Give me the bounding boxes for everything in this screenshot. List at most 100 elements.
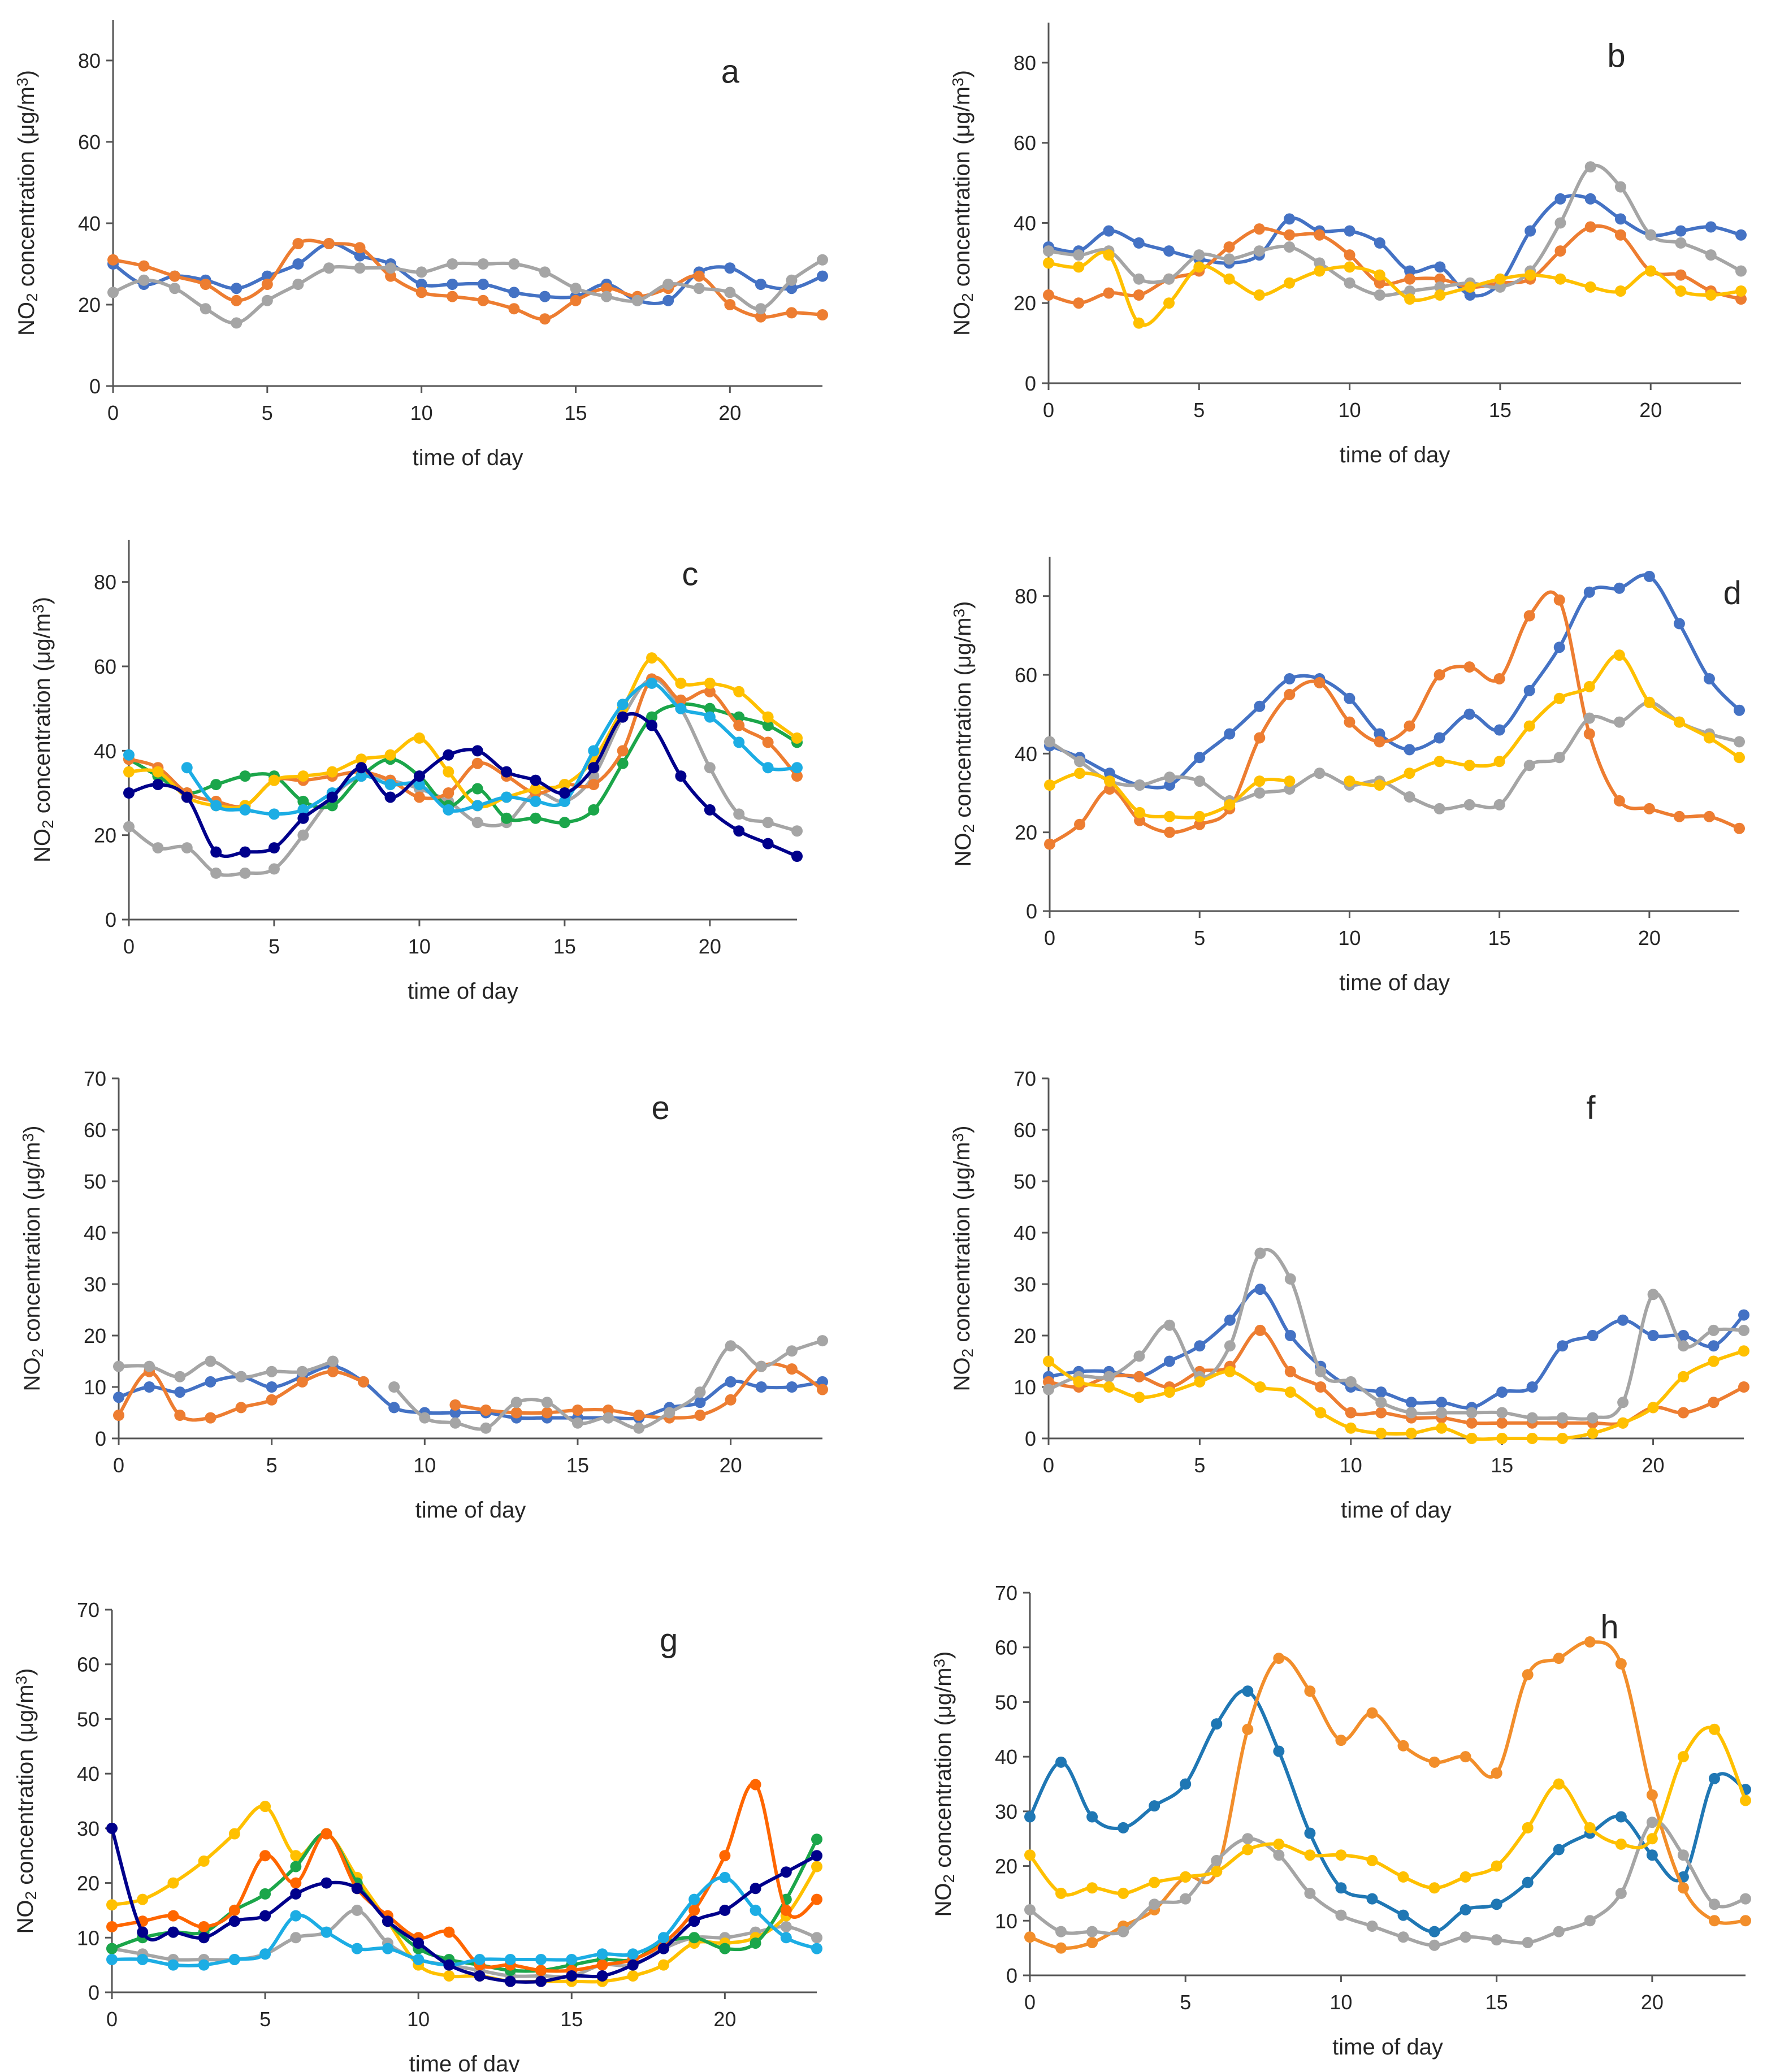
data-point	[571, 1404, 583, 1416]
data-point	[290, 1888, 302, 1900]
data-point	[1211, 1866, 1223, 1878]
data-point	[1375, 1407, 1387, 1419]
data-point	[1254, 1324, 1266, 1336]
data-point	[780, 1904, 792, 1916]
data-point	[1164, 779, 1176, 791]
data-point	[228, 1915, 240, 1927]
data-point	[266, 1366, 278, 1377]
data-point	[1315, 1381, 1327, 1393]
data-point	[1553, 1926, 1565, 1937]
data-point	[1254, 787, 1266, 799]
data-point	[167, 1959, 179, 1971]
series-1	[1044, 570, 1745, 791]
data-point	[1073, 297, 1085, 309]
y-axis-title-rest: concentration (μg/m	[950, 86, 975, 293]
y-axis-title: NO2 concentration (μg/m3)	[949, 1126, 976, 1392]
series-4	[1043, 1345, 1749, 1444]
x-tick-label: 5	[262, 401, 273, 424]
data-point	[1284, 241, 1296, 253]
x-tick-label: 5	[1180, 1991, 1191, 2014]
panel-label: e	[652, 1090, 670, 1126]
data-point	[138, 260, 150, 272]
data-point	[321, 1828, 332, 1840]
data-point	[1494, 273, 1506, 285]
data-point	[1314, 677, 1326, 688]
data-point	[817, 1384, 828, 1395]
data-point	[617, 711, 629, 723]
data-point	[1335, 1849, 1347, 1861]
data-point	[1708, 1898, 1720, 1910]
data-point	[1526, 1412, 1538, 1424]
data-point	[1735, 229, 1747, 241]
y-axis-title: NO2 concentration (μg/m3)	[29, 597, 57, 862]
data-point	[1284, 1273, 1296, 1285]
data-point	[290, 1932, 302, 1944]
chart-panel-h: 0 10 20 30 40 50 60 70 0 5 10 15 20 time of day NO2 co…	[930, 1581, 1751, 2060]
data-point	[1194, 775, 1206, 787]
x-tick-label: 20	[699, 935, 721, 958]
data-point	[791, 732, 803, 744]
data-point	[762, 711, 774, 723]
data-point	[1553, 692, 1565, 704]
data-point	[1678, 1330, 1690, 1341]
data-point	[413, 1937, 425, 1949]
data-point	[228, 1828, 240, 1840]
data-point	[1553, 752, 1565, 764]
data-point	[601, 291, 613, 302]
data-point	[1522, 1936, 1534, 1948]
data-point	[535, 1965, 547, 1976]
data-point	[261, 294, 273, 306]
x-tick-label: 0	[123, 935, 135, 958]
data-point	[1086, 1882, 1098, 1894]
y-axis-title-main: NO	[931, 1883, 956, 1917]
data-point	[1163, 273, 1175, 285]
x-tick-label: 10	[1329, 1991, 1352, 2014]
data-point	[627, 1959, 639, 1971]
data-point	[508, 303, 520, 315]
data-point	[1463, 799, 1475, 810]
data-point	[1643, 696, 1655, 708]
data-point	[107, 287, 119, 298]
data-point	[1525, 269, 1536, 281]
data-point	[1553, 641, 1565, 653]
data-point	[1374, 728, 1385, 740]
data-point	[1086, 1811, 1098, 1823]
data-point	[1738, 1309, 1749, 1321]
data-point	[351, 1943, 363, 1954]
data-point	[167, 1910, 179, 1922]
data-point	[817, 1335, 828, 1347]
y-axis-title: NO2 concentration (μg/m3)	[949, 70, 976, 336]
data-point	[1740, 1794, 1751, 1806]
data-point	[1705, 289, 1717, 301]
data-point	[167, 1877, 179, 1889]
data-point	[137, 1926, 149, 1938]
data-point	[1397, 1909, 1409, 1921]
data-point	[297, 812, 309, 824]
data-point	[1614, 181, 1626, 193]
data-point	[646, 652, 658, 664]
y-tick-label: 60	[1014, 1119, 1036, 1142]
data-point	[480, 1422, 492, 1434]
y-tick-label: 60	[1014, 132, 1036, 155]
data-point	[657, 1959, 669, 1971]
data-point	[1584, 193, 1596, 205]
data-point	[1436, 1397, 1448, 1408]
data-point	[1133, 273, 1145, 285]
y-tick-label: 60	[84, 1119, 106, 1142]
panel-label: c	[682, 556, 698, 592]
data-point	[1615, 1658, 1627, 1670]
data-point	[1133, 1371, 1145, 1382]
x-tick-label: 5	[1194, 926, 1205, 950]
data-point	[1708, 1915, 1720, 1927]
data-point	[1557, 1412, 1569, 1424]
data-point	[1344, 277, 1355, 289]
data-point	[1740, 1893, 1751, 1905]
data-point	[1163, 245, 1175, 257]
data-point	[1464, 289, 1476, 301]
x-tick-label: 0	[1044, 926, 1055, 950]
y-tick-label: 60	[995, 1636, 1017, 1659]
data-point	[633, 1410, 645, 1421]
data-point	[755, 303, 766, 315]
data-point	[1493, 673, 1505, 684]
data-point	[1708, 1324, 1720, 1336]
